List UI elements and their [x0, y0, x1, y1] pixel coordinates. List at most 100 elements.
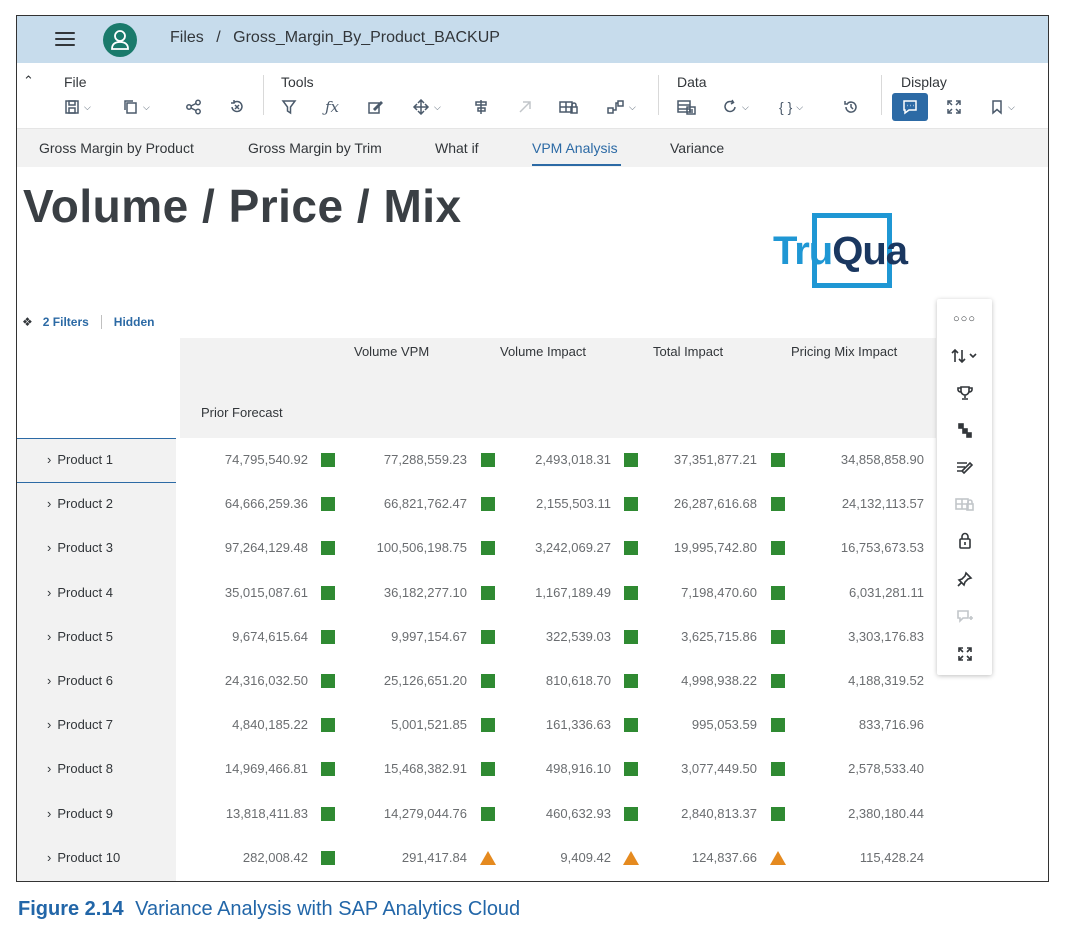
table-cell[interactable]: 35,015,087.61 [224, 585, 308, 600]
column-header-total-impact[interactable]: Total Impact [653, 344, 724, 359]
row-expand-product-5[interactable]: › Product 5 [47, 629, 113, 644]
history-icon[interactable] [843, 96, 859, 118]
row-expand-product-7[interactable]: › Product 7 [47, 717, 113, 732]
column-header-prior-forecast[interactable]: Prior Forecast [201, 405, 283, 420]
table-cell[interactable]: 7,198,470.60 [681, 585, 757, 600]
collapse-toolbar-icon[interactable]: ⌃ [23, 73, 34, 88]
table-cell[interactable]: 64,666,259.36 [224, 496, 308, 511]
more-icon[interactable]: ○○○ [953, 313, 976, 325]
table-cell[interactable]: 124,837.66 [691, 850, 757, 865]
tab-what-if[interactable]: What if [435, 140, 479, 156]
table-cell[interactable]: 14,969,466.81 [224, 761, 308, 776]
share-icon[interactable] [185, 96, 203, 118]
table-cell[interactable]: 36,182,277.10 [383, 585, 467, 600]
align-icon[interactable] [473, 96, 489, 118]
table-cell[interactable]: 3,625,715.86 [681, 629, 757, 644]
table-cell[interactable]: 14,279,044.76 [383, 806, 467, 821]
table-cell[interactable]: 15,468,382.91 [383, 761, 467, 776]
table-cell[interactable]: 19,995,742.80 [673, 540, 757, 555]
move-icon[interactable]: ⌵ [412, 96, 441, 118]
formula-icon[interactable]: ƒx [325, 98, 340, 116]
table-cell[interactable]: 498,916.10 [545, 761, 611, 776]
avatar[interactable] [103, 23, 137, 57]
table-cell[interactable]: 24,132,113.57 [841, 496, 924, 511]
table-cell[interactable]: 97,264,129.48 [224, 540, 308, 555]
menu-icon[interactable] [55, 29, 75, 49]
save-icon[interactable]: ⌵ [64, 96, 91, 118]
hierarchy-icon[interactable] [937, 418, 992, 442]
column-header-volume-impact[interactable]: Volume Impact [500, 344, 586, 359]
refresh-icon[interactable]: ⌵ [722, 96, 749, 118]
table-cell[interactable]: 291,417.84 [401, 850, 467, 865]
fullscreen-table-icon[interactable] [937, 642, 992, 666]
table-cell[interactable]: 282,008.42 [242, 850, 308, 865]
row-expand-product-1[interactable]: › Product 1 [47, 452, 113, 467]
row-expand-product-3[interactable]: › Product 3 [47, 540, 113, 555]
comment-icon[interactable] [892, 93, 928, 121]
table-cell[interactable]: 3,077,449.50 [681, 761, 757, 776]
link-dimensions-icon[interactable]: ⌵ [607, 96, 636, 118]
column-header-pricing-mix-impact[interactable]: Pricing Mix Impact [791, 344, 898, 359]
breadcrumb-files[interactable]: Files [170, 29, 204, 46]
row-expand-product-6[interactable]: › Product 6 [47, 673, 113, 688]
table-cell[interactable]: 2,578,533.40 [848, 761, 924, 776]
table-cell[interactable]: 3,303,176.83 [848, 629, 924, 644]
edit-icon[interactable] [367, 96, 383, 118]
table-cell[interactable]: 322,539.03 [545, 629, 611, 644]
table-cell[interactable]: 9,409.42 [560, 850, 611, 865]
table-cell[interactable]: 1,167,189.49 [535, 585, 611, 600]
filters-link[interactable]: 2 Filters [42, 315, 89, 329]
table-cell[interactable]: 2,493,018.31 [535, 452, 611, 467]
tab-gross-margin-by-trim[interactable]: Gross Margin by Trim [248, 140, 382, 156]
table-cell[interactable]: 833,716.96 [858, 717, 924, 732]
row-expand-product-9[interactable]: › Product 9 [47, 806, 113, 821]
table-cell[interactable]: 4,998,938.22 [681, 673, 757, 688]
table-cell[interactable]: 66,821,762.47 [383, 496, 467, 511]
lock-icon[interactable] [937, 529, 992, 553]
table-cell[interactable]: 995,053.59 [691, 717, 757, 732]
filter-icon[interactable] [281, 96, 297, 118]
table-cell[interactable]: 34,858,858.90 [840, 452, 924, 467]
table-cell[interactable]: 4,840,185.22 [232, 717, 308, 732]
row-expand-product-4[interactable]: › Product 4 [47, 585, 113, 600]
tab-variance[interactable]: Variance [670, 140, 725, 156]
table-cell[interactable]: 810,618.70 [545, 673, 611, 688]
table-cell[interactable]: 16,753,673.53 [840, 540, 924, 555]
table-cell[interactable]: 115,428.24 [859, 850, 924, 865]
tab-gross-margin-by-product[interactable]: Gross Margin by Product [39, 140, 194, 156]
table-cell[interactable]: 9,997,154.67 [391, 629, 467, 644]
data-source-icon[interactable] [677, 96, 697, 118]
pin-icon[interactable] [937, 567, 992, 591]
row-expand-product-2[interactable]: › Product 2 [47, 496, 113, 511]
table-cell[interactable]: 26,287,616.68 [673, 496, 757, 511]
table-cell[interactable]: 2,380,180.44 [848, 806, 924, 821]
variables-icon[interactable]: { } ⌵ [779, 99, 804, 115]
sort-icon[interactable] [937, 344, 992, 368]
table-cell[interactable]: 2,155,503.11 [536, 496, 611, 511]
table-lock-icon[interactable] [559, 96, 579, 118]
table-cell[interactable]: 3,242,069.27 [535, 540, 611, 555]
table-cell[interactable]: 9,674,615.64 [232, 629, 308, 644]
table-cell[interactable]: 4,188,319.52 [848, 673, 924, 688]
table-cell[interactable]: 5,001,521.85 [391, 717, 467, 732]
row-expand-product-8[interactable]: › Product 8 [47, 761, 113, 776]
table-cell[interactable]: 6,031,281.11 [849, 585, 924, 600]
table-cell[interactable]: 2,840,813.37 [681, 806, 757, 821]
row-expand-product-10[interactable]: › Product 10 [47, 850, 120, 865]
tab-vpm-analysis[interactable]: VPM Analysis [532, 140, 618, 156]
table-cell[interactable]: 25,126,651.20 [383, 673, 467, 688]
fullscreen-icon[interactable] [946, 96, 962, 118]
table-cell[interactable]: 460,632.93 [545, 806, 611, 821]
table-cell[interactable]: 37,351,877.21 [673, 452, 757, 467]
discard-changes-icon[interactable] [229, 96, 245, 118]
table-cell[interactable]: 77,288,559.23 [383, 452, 467, 467]
table-cell[interactable]: 100,506,198.75 [376, 540, 467, 555]
edit-table-icon[interactable] [937, 455, 992, 479]
column-header-volume-vpm[interactable]: Volume VPM [354, 344, 430, 359]
table-cell[interactable]: 161,336.63 [545, 717, 611, 732]
copy-icon[interactable]: ⌵ [123, 96, 150, 118]
hidden-link[interactable]: Hidden [113, 315, 155, 329]
trophy-icon[interactable] [937, 381, 992, 405]
table-cell[interactable]: 24,316,032.50 [224, 673, 308, 688]
bookmark-icon[interactable]: ⌵ [990, 96, 1015, 118]
